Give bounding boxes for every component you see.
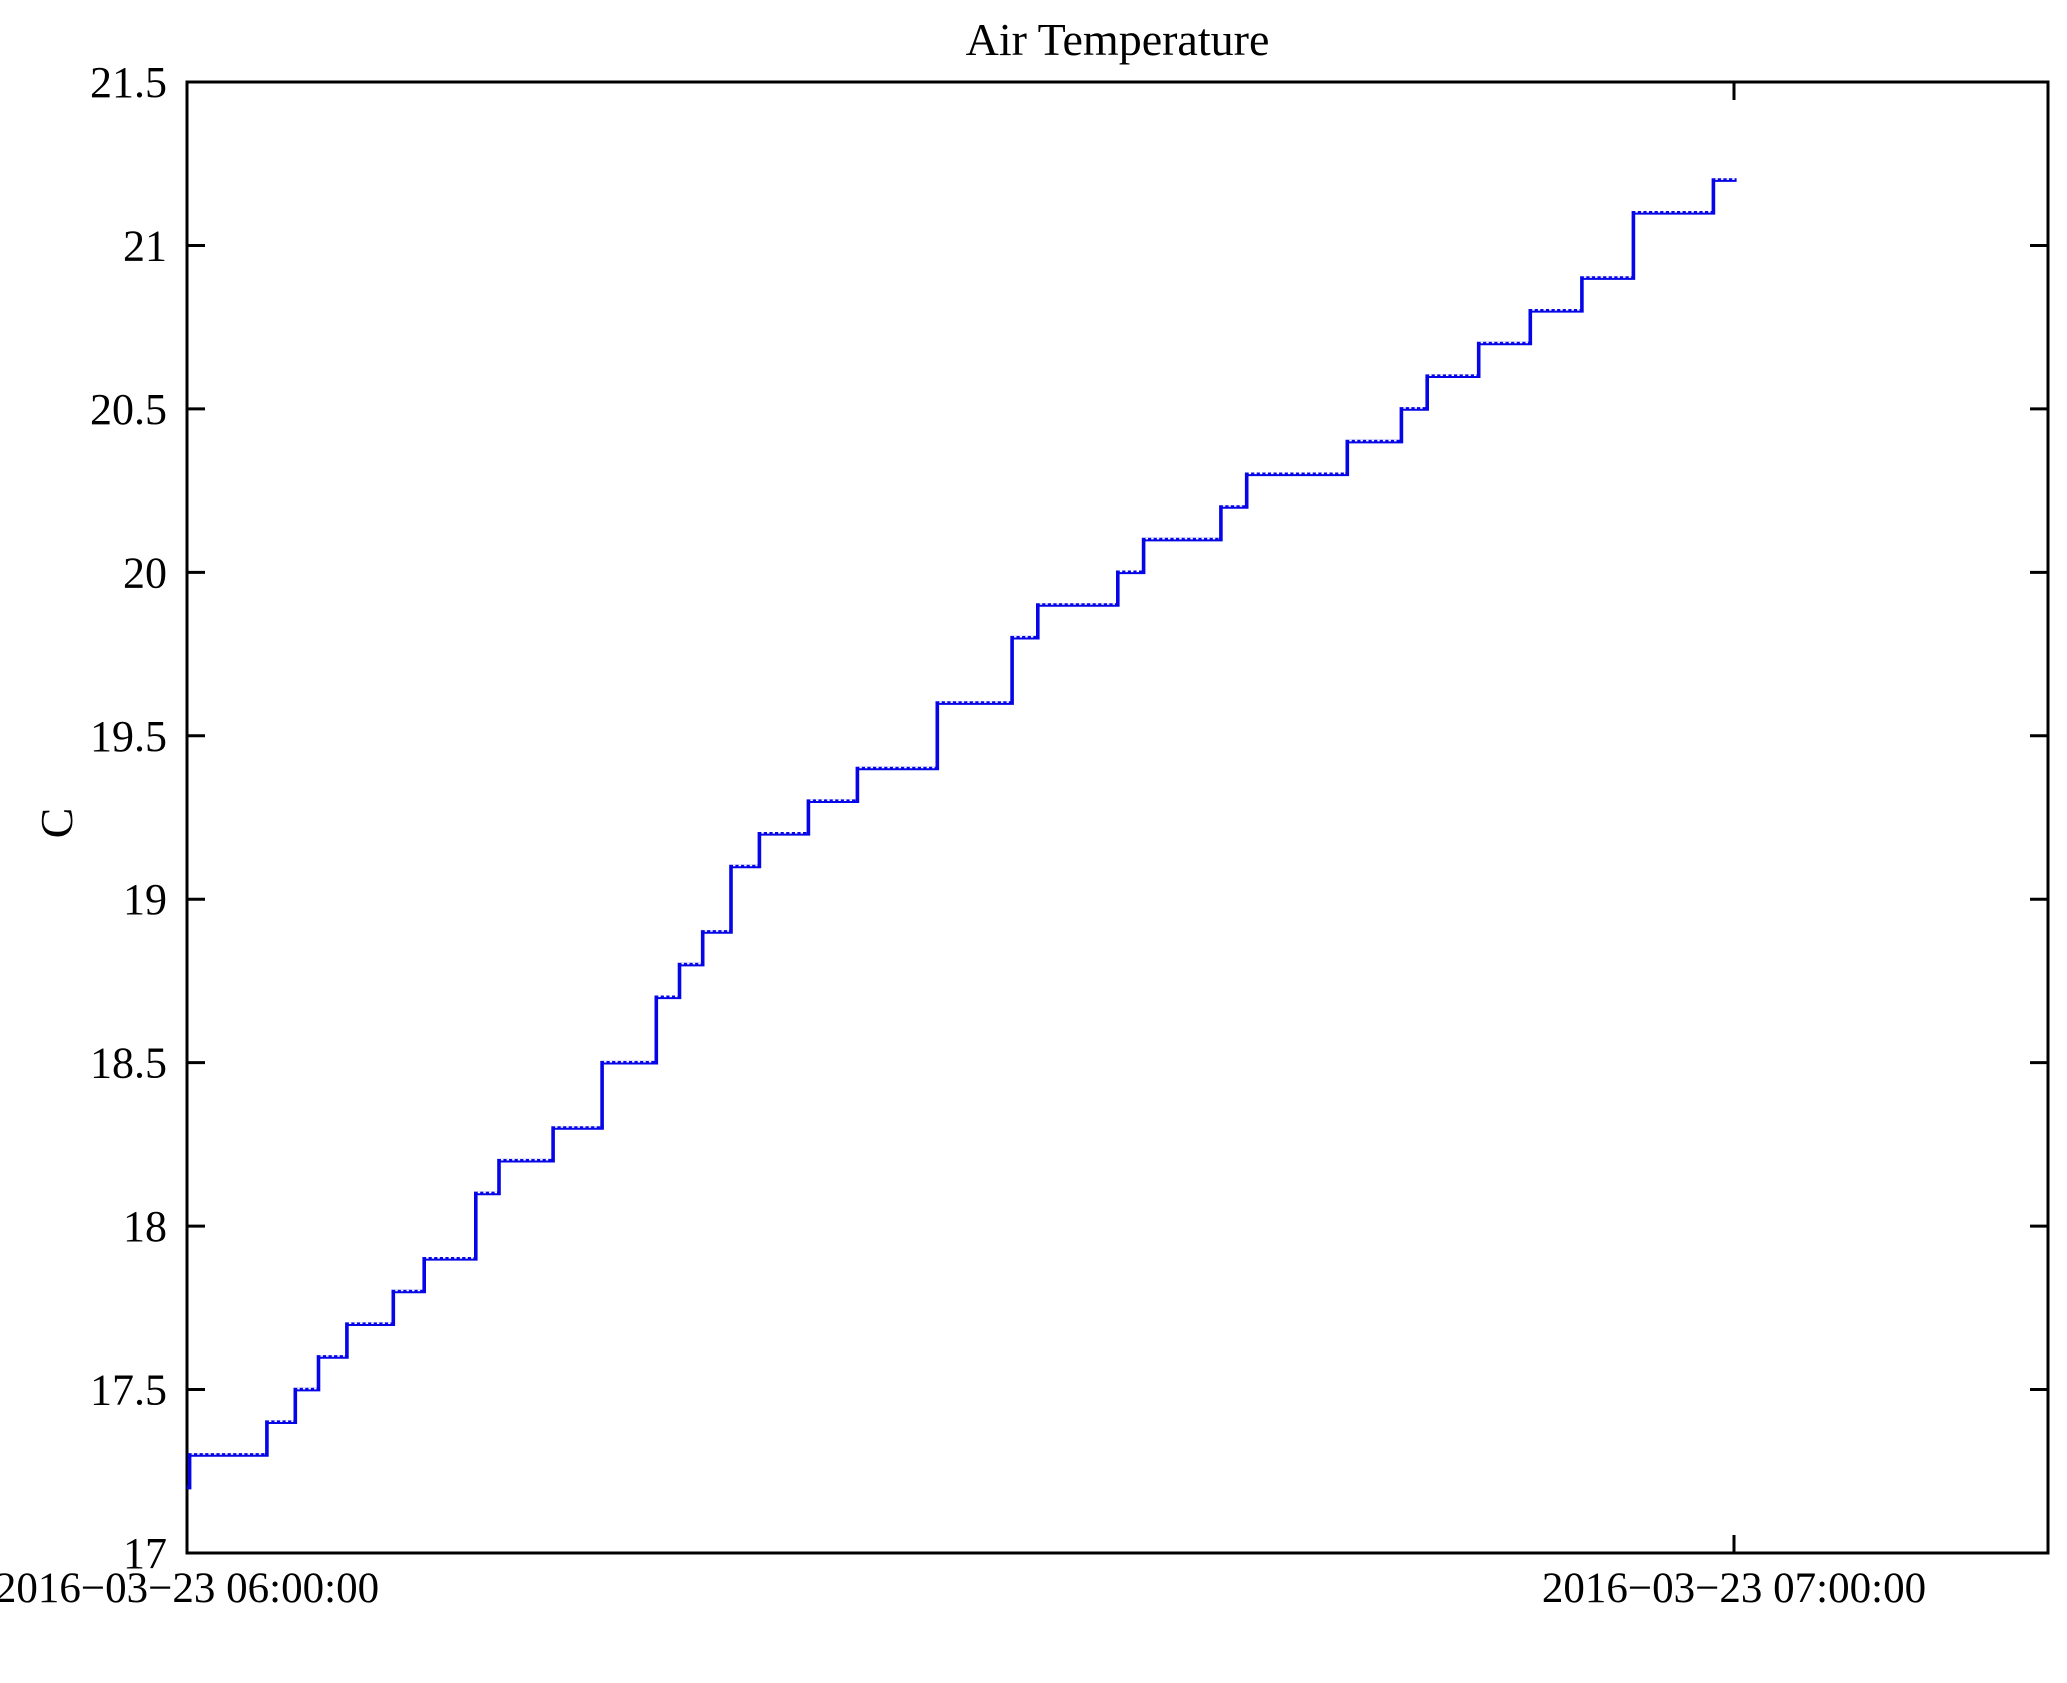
y-tick-label: 20.5	[90, 385, 167, 434]
y-tick-label: 17	[123, 1529, 167, 1578]
temperature-step-line-dash-texture	[191, 178, 1735, 1455]
y-tick-label: 17.5	[90, 1366, 167, 1415]
plot-border	[185, 80, 2050, 1555]
chart-title: Air Temperature	[965, 14, 1270, 65]
x-tick-label: 2016−03−23 07:00:00	[1542, 1565, 1926, 1612]
y-tick-label: 21.5	[90, 58, 167, 107]
y-tick-label: 18	[123, 1202, 167, 1251]
x-tick-label: 2016−03−23 06:00:00	[0, 1565, 379, 1612]
y-tick-label: 19.5	[90, 712, 167, 761]
y-tick-label: 19	[123, 875, 167, 924]
y-tick-label: 21	[123, 221, 167, 270]
y-tick-label: 18.5	[90, 1039, 167, 1088]
y-tick-label: 20	[123, 548, 167, 597]
temperature-step-line	[187, 178, 1737, 1490]
